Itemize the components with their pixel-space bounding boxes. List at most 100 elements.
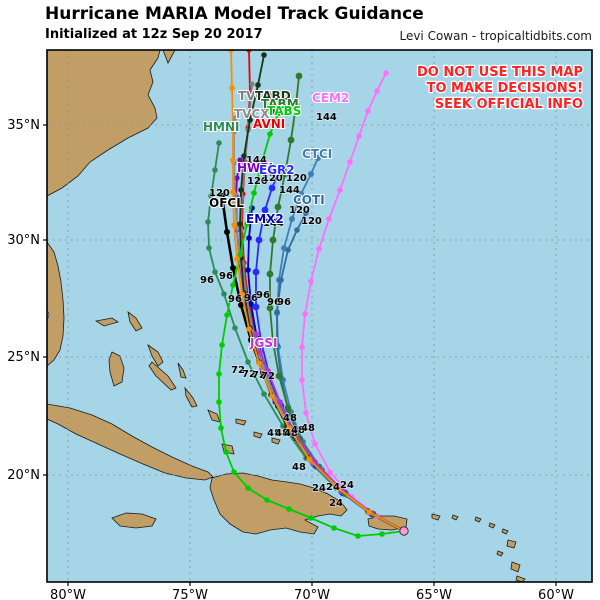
landmass: [496, 550, 504, 557]
landmass: [235, 418, 247, 426]
track-point-TVCA: [249, 81, 255, 87]
track-point-CMC2: [234, 256, 240, 262]
track-point-COTI: [303, 210, 309, 216]
track-point-TABS: [230, 282, 236, 288]
track-point-HMNI: [216, 140, 222, 146]
track-point-CTCI: [298, 191, 304, 197]
model-label-HMNI: HMNI: [203, 120, 240, 134]
landmass: [271, 437, 281, 445]
track-point-TABS: [218, 425, 224, 431]
disclaimer-line: TO MAKE DECISIONS!: [427, 81, 583, 96]
hour-label-72: 72: [231, 365, 245, 376]
track-point-EGR2: [257, 337, 265, 345]
track-point-JGSI: [265, 368, 271, 374]
hour-label-120: 120: [286, 173, 307, 184]
track-point-TABM: [266, 270, 274, 278]
landmass: [147, 343, 164, 367]
track-point-TABM: [292, 101, 300, 109]
y-tick-label: 35°N: [7, 118, 40, 133]
track-line-TABS: [218, 111, 405, 537]
track-point-CMC2: [366, 509, 372, 515]
hour-label-144: 144: [263, 218, 284, 229]
hour-label-144: 144: [262, 108, 283, 119]
hour-label-48: 48: [267, 428, 281, 439]
track-point-TABD: [241, 153, 247, 159]
hour-label-48: 48: [291, 425, 305, 436]
track-point-TABS: [245, 485, 251, 491]
track-point-CEM2: [312, 441, 318, 447]
hour-label-144: 144: [279, 185, 300, 196]
track-point-TABD: [255, 82, 261, 88]
landmass: [47, 241, 65, 367]
track-point-OFCL: [238, 302, 244, 308]
x-tick-label: 65°W: [416, 588, 452, 600]
track-point-CMC2: [335, 485, 341, 491]
hour-label-96: 96: [267, 297, 281, 308]
track-point-TABS: [216, 371, 222, 377]
x-tick-label: 70°W: [294, 588, 330, 600]
track-point-HWFI: [234, 175, 240, 181]
track-point-CEM2: [308, 278, 314, 284]
track-point-CTCI: [315, 155, 321, 161]
track-point-CTCI: [308, 171, 314, 177]
track-point-TABS: [216, 399, 222, 405]
track-point-CEM2: [337, 187, 343, 193]
track-point-HMNI: [245, 359, 251, 365]
track-point-HMNI: [208, 193, 214, 199]
track-point-EMX2: [245, 267, 251, 273]
track-point-EGR2: [268, 184, 276, 192]
track-point-CMC2: [269, 393, 275, 399]
landmass: [253, 431, 263, 439]
track-point-JGSI: [257, 349, 263, 355]
track-point-TABD: [237, 221, 243, 227]
track-point-COTI: [274, 309, 280, 315]
landmass: [47, 50, 161, 197]
y-tick-label: 30°N: [7, 233, 40, 248]
landmass: [108, 351, 125, 387]
track-point-TABD: [247, 117, 253, 123]
track-point-CEM2: [302, 311, 308, 317]
track-point-EMX2: [248, 301, 254, 307]
track-point-TABM: [274, 203, 282, 211]
landmass: [184, 386, 198, 408]
model-label-CTCI: CTCI: [302, 147, 332, 161]
storm-start-marker: [399, 526, 409, 536]
track-point-TABS: [259, 159, 265, 165]
hour-label-144: 144: [316, 112, 337, 123]
track-point-TABS: [237, 252, 243, 258]
track-point-CEM2: [299, 377, 305, 383]
hour-label-72: 72: [261, 371, 275, 382]
track-point-TABS: [224, 312, 230, 318]
track-point-CMC2: [246, 326, 252, 332]
track-point-CMC2: [239, 291, 245, 297]
x-tick-label: 60°W: [538, 588, 574, 600]
track-point-CTCI: [289, 216, 295, 222]
model-label-TABD: TABD: [255, 89, 291, 103]
track-point-CEM2: [299, 344, 305, 350]
track-point-EGR2: [252, 303, 260, 311]
track-point-CEM2: [365, 108, 371, 114]
landmass: [162, 50, 176, 64]
track-point-TABS: [308, 515, 314, 521]
track-point-HMNI: [232, 325, 238, 331]
model-label-HWFI: HWFI: [237, 161, 273, 175]
track-line-CMC2: [230, 50, 405, 532]
model-label-TVCA: TVCA: [238, 89, 274, 103]
model-label-JGSI: JGSI: [249, 336, 277, 350]
hour-label-96: 96: [256, 290, 270, 301]
hour-label-144: 144: [246, 155, 267, 166]
track-point-CMC2: [230, 189, 236, 195]
hour-label-72: 72: [242, 369, 256, 380]
hour-label-24: 24: [340, 480, 354, 491]
track-point-EGR2: [255, 236, 263, 244]
track-point-EGR2: [276, 166, 284, 174]
track-point-CEM2: [374, 88, 380, 94]
track-point-TVCA: [248, 93, 254, 99]
track-point-TABS: [276, 109, 282, 115]
landmass: [510, 561, 521, 573]
page-title: Hurricane MARIA Model Track Guidance: [45, 4, 424, 24]
track-point-HWFI: [237, 157, 243, 163]
credit-text: Levi Cowan - tropicaltidbits.com: [399, 29, 592, 43]
track-point-JGSI: [277, 399, 283, 405]
